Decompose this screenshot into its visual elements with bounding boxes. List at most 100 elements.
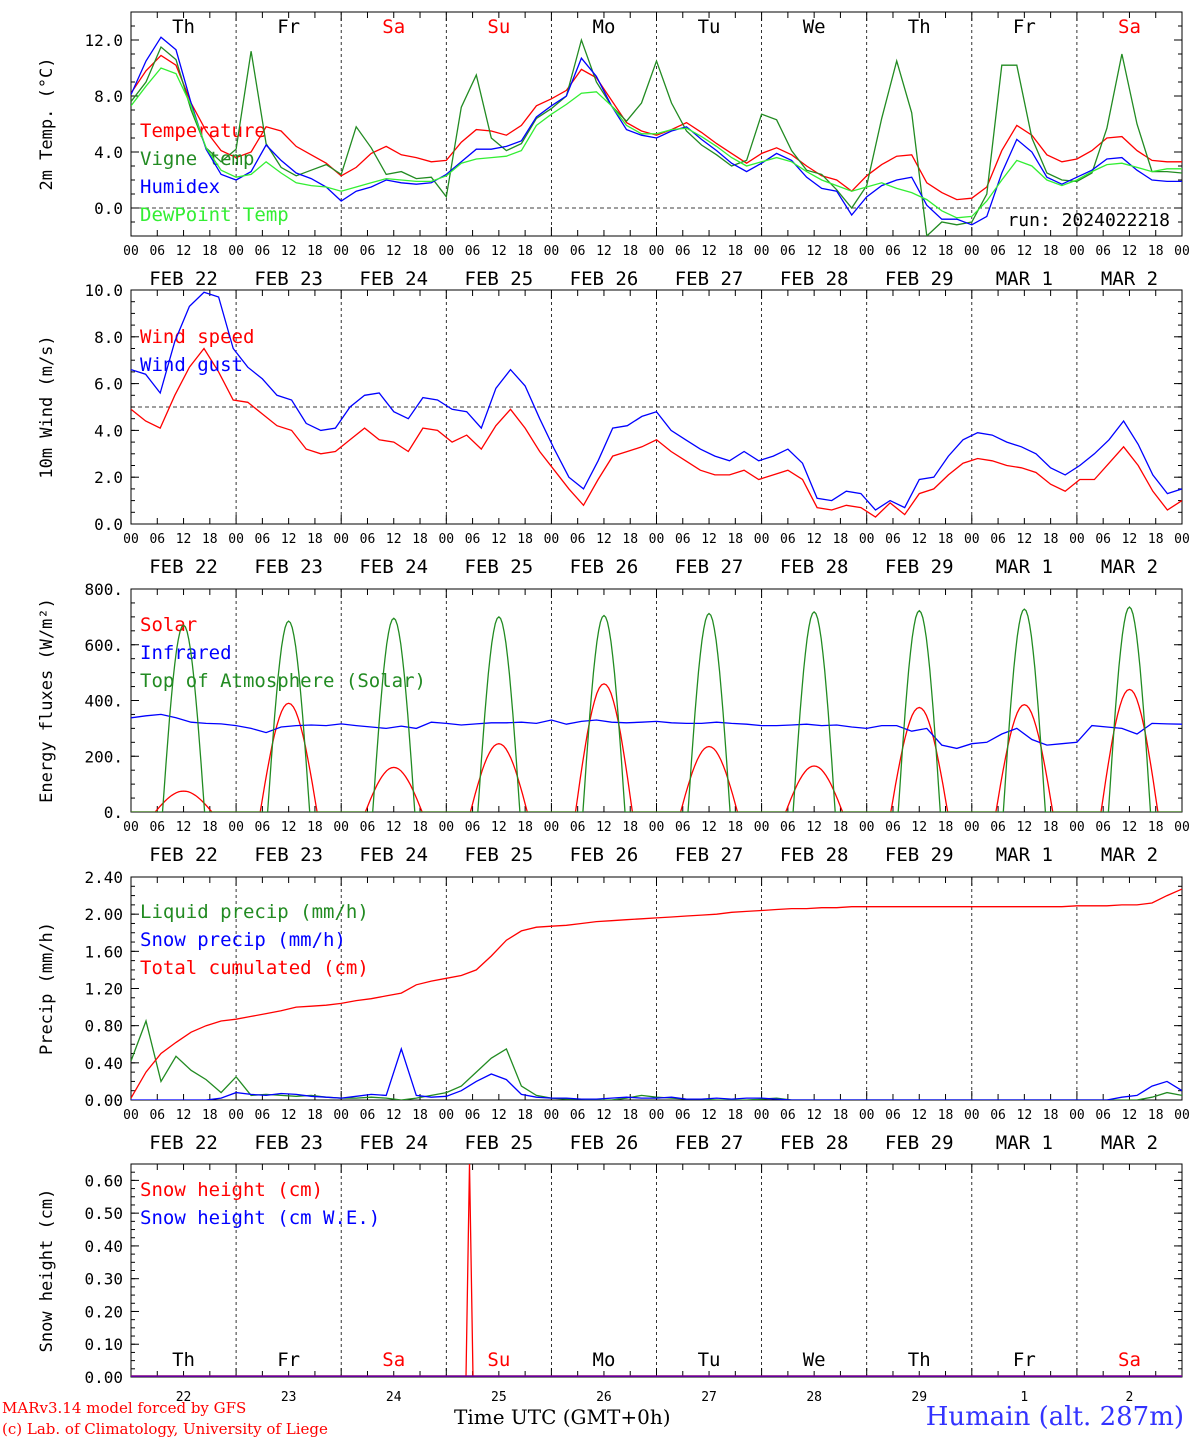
panel1-hour-label: 00: [1174, 244, 1190, 259]
panel4-hour-label: 18: [1043, 1108, 1059, 1123]
panel1-date-label: FEB 22: [149, 268, 218, 290]
panel1-hour-label: 06: [885, 244, 901, 259]
run-label: run: 2024022218: [1007, 210, 1170, 231]
panel1-hour-label: 00: [649, 244, 665, 259]
panel4-y-tick-label: 2.40: [84, 868, 123, 887]
panel2-hour-label: 06: [1095, 532, 1111, 547]
panel4-y-tick-label: 0.40: [84, 1054, 123, 1073]
panel1-y-axis-label: 2m Temp. (°C): [37, 57, 57, 190]
panel2-hour-label: 18: [517, 532, 533, 547]
panel1-hour-label: 00: [228, 244, 244, 259]
panel4-hour-label: 06: [149, 1108, 165, 1123]
panel1-hour-label: 12: [491, 244, 507, 259]
panel4-hour-label: 12: [596, 1108, 612, 1123]
panel1-day-name: Sa: [1118, 16, 1141, 38]
panel2-hour-label: 12: [596, 532, 612, 547]
panel3-hour-label: 12: [281, 820, 297, 835]
panel2-hour-label: 00: [228, 532, 244, 547]
panel3-legend-entry: Solar: [140, 614, 197, 636]
panel1-hour-label: 18: [412, 244, 428, 259]
panel1-day-name: Th: [908, 16, 931, 38]
panel5-legend-entry: Snow height (cm): [140, 1179, 323, 1201]
panel5-day-number: 27: [701, 1390, 717, 1405]
panel3-date-label: FEB 25: [465, 844, 534, 866]
panel2-y-tick-label: 0.0: [94, 515, 123, 534]
panel4-hour-label: 18: [517, 1108, 533, 1123]
panel4-date-label: FEB 25: [465, 1132, 534, 1154]
panel4-y-tick-label: 0.80: [84, 1017, 123, 1036]
panel5-day-name: Th: [908, 1349, 931, 1371]
panel3-y-tick-label: 600.: [84, 636, 123, 655]
panel1-hour-label: 18: [727, 244, 743, 259]
panel3-hour-label: 18: [307, 820, 323, 835]
panel5-day-number: 22: [176, 1390, 192, 1405]
panel3-date-label: FEB 28: [780, 844, 849, 866]
panel3-hour-label: 12: [701, 820, 717, 835]
panel3-legend-entry: Infrared: [140, 642, 232, 664]
panel3-date-label: MAR 1: [996, 844, 1053, 866]
panel2-hour-label: 00: [1174, 532, 1190, 547]
panel5-day-name: Mo: [593, 1349, 616, 1371]
panel3-hour-label: 18: [517, 820, 533, 835]
panel2-hour-label: 12: [491, 532, 507, 547]
panel4-hour-label: 00: [438, 1108, 454, 1123]
panel2-hour-label: 18: [833, 532, 849, 547]
panel3-hour-label: 18: [412, 820, 428, 835]
panel2-hour-label: 00: [123, 532, 139, 547]
panel1-hour-label: 00: [123, 244, 139, 259]
panel4-date-label: FEB 22: [149, 1132, 218, 1154]
panel3-date-label: FEB 22: [149, 844, 218, 866]
panel3-hour-label: 18: [727, 820, 743, 835]
panel5-day-number: 29: [911, 1390, 927, 1405]
panel2-hour-label: 06: [255, 532, 271, 547]
panel5-day-number: 23: [281, 1390, 297, 1405]
panel1-day-name: Sa: [382, 16, 405, 38]
panel3-series-2-line: [131, 713, 1182, 750]
panel1-hour-label: 06: [990, 244, 1006, 259]
panel4-date-label: FEB 23: [254, 1132, 323, 1154]
panel1-date-label: FEB 23: [254, 268, 323, 290]
panel1-hour-label: 00: [544, 244, 560, 259]
panel3-hour-label: 06: [780, 820, 796, 835]
panel3-hour-label: 12: [911, 820, 927, 835]
panel2-date-label: FEB 22: [149, 556, 218, 578]
panel1-date-label: MAR 1: [996, 268, 1053, 290]
panel4-hour-label: 06: [465, 1108, 481, 1123]
panel5-y-tick-label: 0.50: [84, 1204, 123, 1223]
panel4-hour-label: 06: [255, 1108, 271, 1123]
panel2-hour-label: 18: [412, 532, 428, 547]
panel3-y-tick-label: 200.: [84, 747, 123, 766]
panel3-hour-label: 12: [596, 820, 612, 835]
panel4-series-3-line: [131, 888, 1182, 1099]
panel1-hour-label: 18: [833, 244, 849, 259]
panel3-hour-label: 06: [465, 820, 481, 835]
panel1-hour-label: 06: [570, 244, 586, 259]
panel3-hour-label: 18: [938, 820, 954, 835]
panel1-hour-label: 00: [333, 244, 349, 259]
panel2-y-tick-label: 8.0: [94, 328, 123, 347]
panel2-hour-label: 18: [1148, 532, 1164, 547]
panel3-legend-entry: Top of Atmosphere (Solar): [140, 670, 426, 692]
panel3-y-tick-label: 0.: [104, 803, 123, 822]
panel5-day-name: Tu: [698, 1349, 721, 1371]
panel2-hour-label: 12: [281, 532, 297, 547]
panel4-hour-label: 18: [307, 1108, 323, 1123]
panel1-hour-label: 12: [806, 244, 822, 259]
panel4-legend-entry: Snow precip (mm/h): [140, 929, 346, 951]
panel3-hour-label: 00: [754, 820, 770, 835]
panel3-date-label: FEB 24: [359, 844, 428, 866]
panel4-hour-label: 06: [675, 1108, 691, 1123]
panel4-hour-label: 00: [754, 1108, 770, 1123]
panel2-hour-label: 12: [806, 532, 822, 547]
panel2-hour-label: 12: [1122, 532, 1138, 547]
panel3-hour-label: 06: [885, 820, 901, 835]
panel3-hour-label: 18: [1043, 820, 1059, 835]
panel1-day-name: Su: [487, 16, 510, 38]
panel1-hour-label: 06: [149, 244, 165, 259]
panel1-hour-label: 06: [675, 244, 691, 259]
panel5-y-tick-label: 0.30: [84, 1270, 123, 1289]
panel1-date-label: MAR 2: [1101, 268, 1158, 290]
panel5-day-name: Su: [487, 1349, 510, 1371]
panel3-hour-label: 00: [649, 820, 665, 835]
panel2-hour-label: 06: [885, 532, 901, 547]
